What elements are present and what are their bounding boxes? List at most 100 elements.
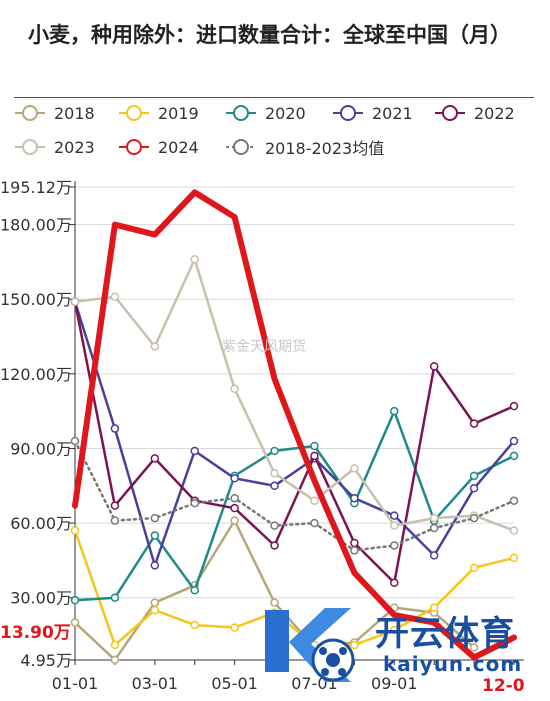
data-point-2020 <box>270 446 279 456</box>
series-line-2022 <box>73 300 516 585</box>
data-point-2021 <box>150 561 160 570</box>
data-point-2023 <box>230 384 239 394</box>
data-point-avg <box>230 493 239 503</box>
legend-line-marker-icon <box>226 105 256 121</box>
data-point-2021 <box>350 493 359 503</box>
data-point-2018 <box>469 643 479 652</box>
chart-title: 小麦，种用除外：进口数量合计：全球至中国（月） <box>28 23 511 47</box>
data-point-2023 <box>190 255 199 264</box>
data-point-2020 <box>190 585 199 595</box>
data-point-2021 <box>509 436 519 446</box>
data-point-2021 <box>230 474 239 483</box>
legend-line-marker-icon <box>119 105 149 121</box>
legend-line-marker-icon <box>226 139 256 155</box>
data-point-2022 <box>350 538 359 548</box>
series-line-2024 <box>72 189 517 661</box>
legend-line-marker-icon <box>435 105 465 121</box>
data-point-2019 <box>150 605 160 615</box>
data-point-2021 <box>469 484 479 493</box>
data-point-avg <box>150 513 160 523</box>
legend-item-2018[interactable]: 2018 <box>14 100 95 126</box>
data-point-avg <box>350 546 359 555</box>
data-point-2023 <box>150 342 160 351</box>
y-tick-label: 120.00万 <box>0 365 72 384</box>
data-point-2019 <box>230 623 239 632</box>
data-point-2020 <box>70 595 80 605</box>
legend-item-2022[interactable]: 2022 <box>434 100 515 126</box>
data-point-2019 <box>350 640 359 650</box>
data-point-avg <box>310 518 319 528</box>
data-point-2023 <box>70 297 80 306</box>
y-tick-label: 150.00万 <box>0 290 72 309</box>
data-point-2023 <box>270 469 279 478</box>
data-point-avg <box>110 516 120 525</box>
data-point-2020 <box>310 441 319 451</box>
legend-line-marker-icon <box>333 105 363 121</box>
data-point-2021 <box>390 511 399 520</box>
legend-line-marker-icon <box>15 139 45 155</box>
data-point-avg <box>429 523 439 533</box>
legend-item-avg[interactable]: 2018-2023均值 <box>225 134 384 160</box>
data-point-avg <box>390 541 399 550</box>
logo-mark-icon <box>265 608 355 682</box>
data-point-2022 <box>230 503 239 513</box>
y-tick-label: 195.12万 <box>0 178 72 197</box>
legend-label: 2019 <box>158 103 199 123</box>
brand-logo: 开云体育 kaiyun.com <box>255 598 545 688</box>
current-value-label: 13.90万 <box>0 623 71 643</box>
series-line-2021 <box>73 300 516 567</box>
data-point-2023 <box>350 464 359 473</box>
data-point-2021 <box>110 424 120 433</box>
title-divider <box>14 97 534 98</box>
data-point-2020 <box>110 593 120 602</box>
y-tick-label: 90.00万 <box>10 439 72 458</box>
legend-item-2024[interactable]: 2024 <box>118 134 199 160</box>
series-line-2020 <box>73 409 516 602</box>
legend-item-2021[interactable]: 2021 <box>332 100 413 126</box>
data-point-avg <box>509 496 519 505</box>
data-point-avg <box>70 436 80 446</box>
data-point-2018 <box>270 598 279 607</box>
data-point-2019 <box>429 603 439 612</box>
series-line-avg <box>73 439 516 552</box>
legend-line-marker-icon <box>119 139 149 155</box>
data-point-2020 <box>509 451 519 461</box>
data-point-2019 <box>390 625 399 635</box>
legend-label: 2021 <box>372 103 413 123</box>
logo-text: 开云体育 <box>375 614 515 654</box>
legend-label: 2020 <box>265 103 306 123</box>
data-point-2021 <box>429 551 439 560</box>
series-line-2023 <box>73 258 516 532</box>
legend-label: 2018 <box>54 103 95 123</box>
data-point-2022 <box>509 401 519 411</box>
data-point-2018 <box>230 516 239 525</box>
data-point-2023 <box>509 526 519 535</box>
x-tick-label: 01-01 <box>52 674 99 693</box>
y-tick-label: 30.00万 <box>10 589 72 608</box>
data-point-2021 <box>190 446 199 456</box>
legend-label: 2024 <box>158 137 199 157</box>
x-tick-label: 05-01 <box>211 674 258 693</box>
data-point-2022 <box>110 501 120 510</box>
x-tick-label: 09-01 <box>371 674 418 693</box>
data-point-2018 <box>110 655 120 665</box>
watermark-text: 紫金天风期货 <box>222 339 306 355</box>
data-point-2021 <box>270 481 279 491</box>
legend-item-2019[interactable]: 2019 <box>118 100 199 126</box>
data-point-2023 <box>390 521 399 530</box>
data-point-2019 <box>110 640 120 650</box>
legend-label: 2022 <box>474 103 515 123</box>
x-tick-label: 03-01 <box>132 674 179 693</box>
legend-item-2020[interactable]: 2020 <box>225 100 306 126</box>
data-point-2020 <box>390 406 399 416</box>
data-point-avg <box>270 521 279 530</box>
data-point-2020 <box>150 531 160 540</box>
series-line-2019 <box>73 529 516 647</box>
legend-item-2023[interactable]: 2023 <box>14 134 95 160</box>
data-point-2022 <box>429 362 439 371</box>
current-date-label: 12-0 <box>482 676 525 696</box>
data-point-2020 <box>469 471 479 481</box>
logo-subtext: kaiyun.com <box>383 652 523 676</box>
y-tick-label: 180.00万 <box>0 216 72 235</box>
